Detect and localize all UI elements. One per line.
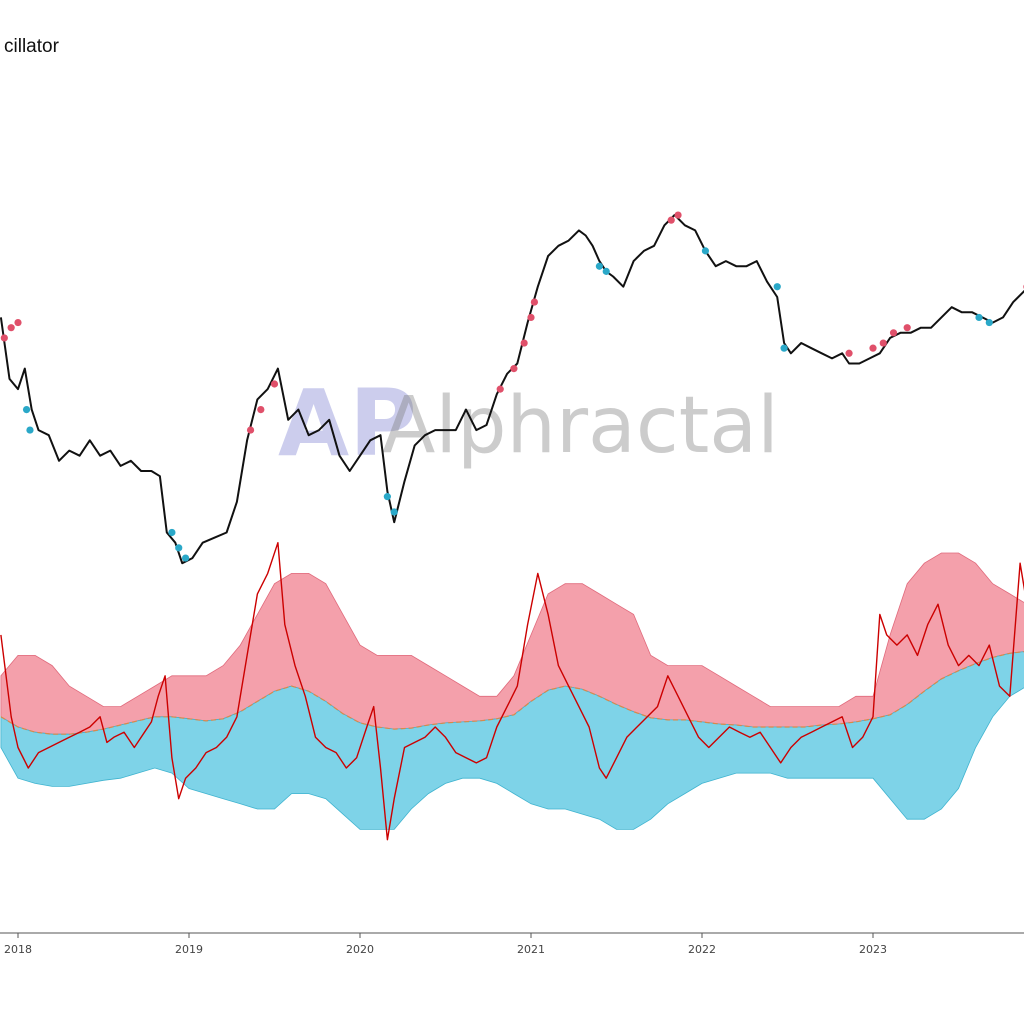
oversold-marker <box>975 313 983 322</box>
oversold-marker <box>602 267 610 275</box>
overbought-marker <box>667 216 675 224</box>
overbought-marker <box>7 324 15 332</box>
x-tick-label: 2023 <box>859 943 887 956</box>
x-tick-label: 2022 <box>688 943 716 956</box>
oscillator-line <box>0 542 1024 841</box>
upper-band-area <box>0 552 1024 735</box>
overbought-marker <box>520 339 528 347</box>
overbought-marker <box>0 334 8 342</box>
overbought-marker <box>510 365 518 373</box>
overbought-marker <box>527 313 535 322</box>
oversold-marker <box>22 406 31 414</box>
watermark: AP Alphractal <box>278 370 779 477</box>
oversold-marker <box>595 262 604 270</box>
price-layer <box>0 214 1024 565</box>
marker-layer <box>0 211 1024 562</box>
overbought-marker <box>889 329 898 337</box>
oscillator-layer <box>0 542 1024 841</box>
oversold-marker <box>181 554 190 562</box>
overbought-marker <box>869 344 877 352</box>
x-axis: 2018 2019 2020 2021 2022 2023 <box>0 932 1024 956</box>
watermark-logo: AP <box>278 370 417 477</box>
overbought-marker <box>674 211 682 219</box>
oversold-marker <box>780 344 788 352</box>
price-line <box>0 214 1024 565</box>
mid-band-line <box>0 651 1024 735</box>
oversold-marker <box>168 528 176 537</box>
overbought-marker <box>903 324 911 332</box>
overbought-marker <box>246 426 255 434</box>
x-tick-label: 2020 <box>346 943 374 956</box>
overbought-marker <box>14 318 22 327</box>
oversold-marker <box>26 426 34 434</box>
oversold-marker <box>701 247 710 255</box>
x-tick-label: 2021 <box>517 943 545 956</box>
overbought-marker <box>270 380 279 388</box>
overbought-marker <box>845 349 853 357</box>
overbought-marker <box>257 406 265 414</box>
oversold-marker <box>175 544 183 552</box>
oversold-marker <box>390 508 398 516</box>
oversold-marker <box>985 318 993 327</box>
x-tick-label: 2019 <box>175 943 203 956</box>
bands-layer <box>0 552 1024 830</box>
oversold-marker <box>383 493 391 501</box>
overbought-marker <box>496 385 504 393</box>
x-tick-label: 2018 <box>4 943 32 956</box>
overbought-marker <box>530 298 539 306</box>
watermark-text: Alphractal <box>382 381 779 471</box>
overbought-marker <box>879 339 887 347</box>
chart-title: cillator <box>4 36 59 57</box>
oversold-marker <box>773 283 781 291</box>
